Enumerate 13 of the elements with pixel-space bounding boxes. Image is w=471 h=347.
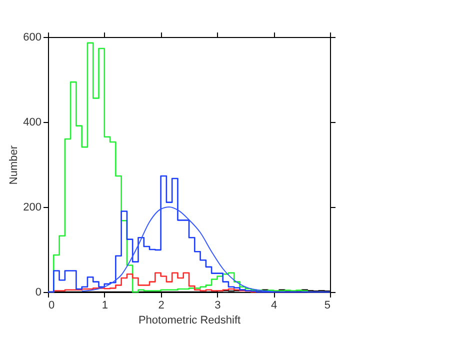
y-tick-label: 400 — [23, 116, 42, 128]
x-axis-title: Photometric Redshift — [138, 314, 241, 326]
x-tick-label: 4 — [271, 300, 278, 312]
line-series — [81, 206, 274, 292]
y-tick-label: 200 — [23, 202, 42, 214]
x-tick-label: 1 — [102, 300, 108, 312]
y-tick-label: 600 — [23, 32, 42, 44]
x-tick-label: 0 — [48, 300, 55, 312]
x-tick-label: 3 — [214, 300, 221, 312]
x-tick-label: 5 — [324, 300, 330, 312]
y-tick-label: 0 — [35, 286, 42, 298]
y-axis-title: Number — [8, 145, 20, 185]
x-tick-label: 2 — [158, 300, 164, 312]
